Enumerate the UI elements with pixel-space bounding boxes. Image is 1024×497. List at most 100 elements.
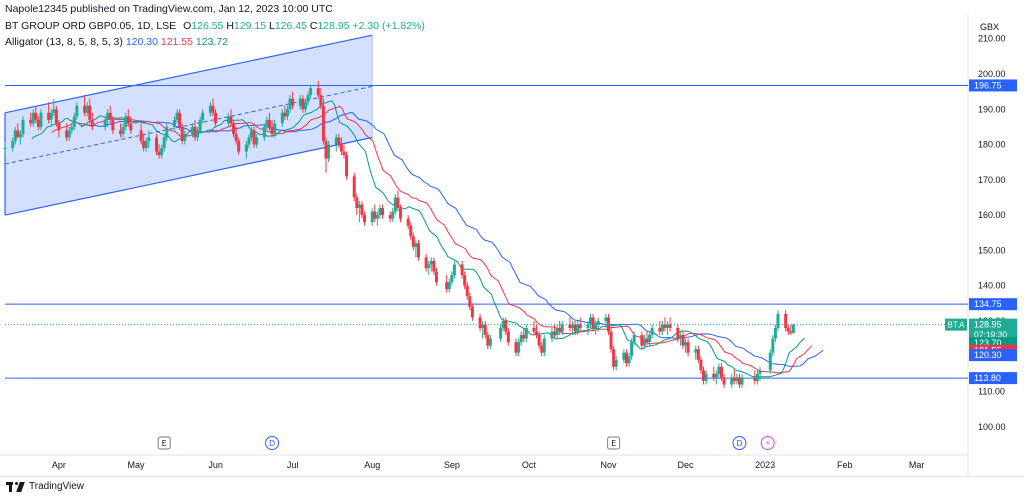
- earnings-event-marker: [607, 436, 621, 450]
- candle-body: [280, 112, 284, 124]
- candle-body: [90, 119, 94, 127]
- candle-body: [175, 112, 179, 120]
- candle-body: [571, 324, 575, 328]
- earnings-event-marker: [157, 436, 171, 450]
- candle-body: [190, 126, 194, 134]
- candle-body: [121, 126, 125, 134]
- tradingview-logo[interactable]: TradingView: [6, 481, 84, 492]
- candle-body: [789, 331, 793, 334]
- time-tick-label: Mar: [909, 460, 925, 470]
- candle-body: [180, 126, 184, 142]
- time-tick-label: Sep: [444, 460, 460, 470]
- candle-body: [630, 342, 634, 357]
- time-tick-label: Feb: [837, 460, 853, 470]
- symbol-title[interactable]: BT GROUP ORD GBP0.05, 1D, LSE: [5, 20, 177, 32]
- channel-lower-line: [4, 136, 373, 216]
- candle-body: [16, 130, 20, 138]
- candle-body: [622, 352, 626, 360]
- candle-body: [771, 338, 775, 353]
- candle-body: [29, 119, 33, 124]
- candle-body: [396, 197, 400, 209]
- publisher-line: Napole12345 published on TradingView.com…: [5, 3, 333, 15]
- candle-body: [306, 95, 310, 103]
- candle-body: [301, 98, 305, 110]
- current-price-label: 128.95: [974, 320, 1002, 330]
- candle-body: [732, 377, 736, 381]
- candle-body: [70, 126, 74, 131]
- candle-body: [380, 208, 384, 216]
- symbol-tag: [945, 318, 967, 331]
- time-tick-label: 2023: [755, 460, 775, 470]
- candle-body: [678, 335, 682, 339]
- candle-body: [142, 141, 146, 149]
- event-marker-label: E: [162, 439, 167, 448]
- price-tick-label: 180.00: [978, 140, 1006, 150]
- candle-body: [463, 275, 467, 286]
- indicator-name[interactable]: Alligator (13, 8, 5, 8, 5, 3): [5, 36, 123, 48]
- candle-body: [465, 285, 469, 297]
- candle-body: [201, 112, 205, 120]
- candle-body: [573, 324, 577, 332]
- candle-body: [34, 112, 38, 120]
- candle-body: [755, 373, 759, 381]
- candle-body: [126, 116, 130, 124]
- candle-body: [144, 141, 148, 149]
- candle-body: [578, 324, 582, 328]
- candle-body: [411, 236, 415, 247]
- candle-body: [54, 109, 58, 124]
- tradingview-brand: TradingView: [29, 481, 85, 492]
- candle-body: [196, 130, 200, 138]
- candle-body: [165, 126, 169, 138]
- candle-body: [532, 327, 536, 332]
- candle-body: [427, 264, 431, 269]
- candle-body: [214, 112, 218, 124]
- time-tick-label: May: [127, 460, 145, 470]
- candle-body: [262, 126, 266, 138]
- candle-body: [488, 338, 492, 346]
- price-tick-label: 190.00: [978, 104, 1006, 114]
- candle-body: [226, 116, 230, 124]
- candle-body: [234, 133, 238, 142]
- candle-body: [334, 137, 338, 145]
- candle-body: [558, 327, 562, 332]
- time-tick-label: Dec: [678, 460, 695, 470]
- candle-body: [535, 331, 539, 336]
- candle-body: [719, 366, 723, 378]
- countdown-label: 07:19:30: [974, 330, 1007, 340]
- candle-body: [663, 324, 667, 328]
- candle-body: [506, 331, 510, 343]
- jaw-value: 120.30: [125, 36, 158, 48]
- candle-body: [270, 126, 274, 134]
- candle-body: [701, 370, 705, 381]
- candle-body: [316, 88, 320, 96]
- candle-body: [88, 105, 92, 120]
- event-marker-label: D: [736, 439, 742, 448]
- candle-body: [594, 324, 598, 328]
- candle-body: [172, 119, 176, 127]
- candle-body: [650, 327, 654, 336]
- candle-body: [586, 324, 590, 328]
- candle-body: [499, 327, 503, 339]
- channel-fill: [5, 35, 373, 216]
- candle-body: [596, 320, 600, 325]
- candle-body: [232, 123, 236, 134]
- candle-body: [229, 116, 233, 124]
- candle-body: [560, 324, 564, 332]
- candle-body: [432, 260, 436, 272]
- candle-body: [406, 218, 410, 226]
- candle-body: [357, 204, 361, 209]
- candle-body: [355, 197, 359, 209]
- candle-body: [155, 137, 159, 152]
- candle-body: [103, 119, 107, 127]
- alligator-lips-label: 123.70: [974, 338, 1002, 348]
- candle-body: [409, 225, 413, 237]
- price-tick-label: 110.00: [978, 386, 1005, 396]
- candle-body: [250, 130, 254, 138]
- level-price-tag: [969, 298, 1017, 311]
- time-tick-label: Aug: [364, 460, 380, 470]
- candle-body: [193, 126, 197, 138]
- candle-body: [211, 105, 215, 113]
- candle-body: [642, 338, 646, 346]
